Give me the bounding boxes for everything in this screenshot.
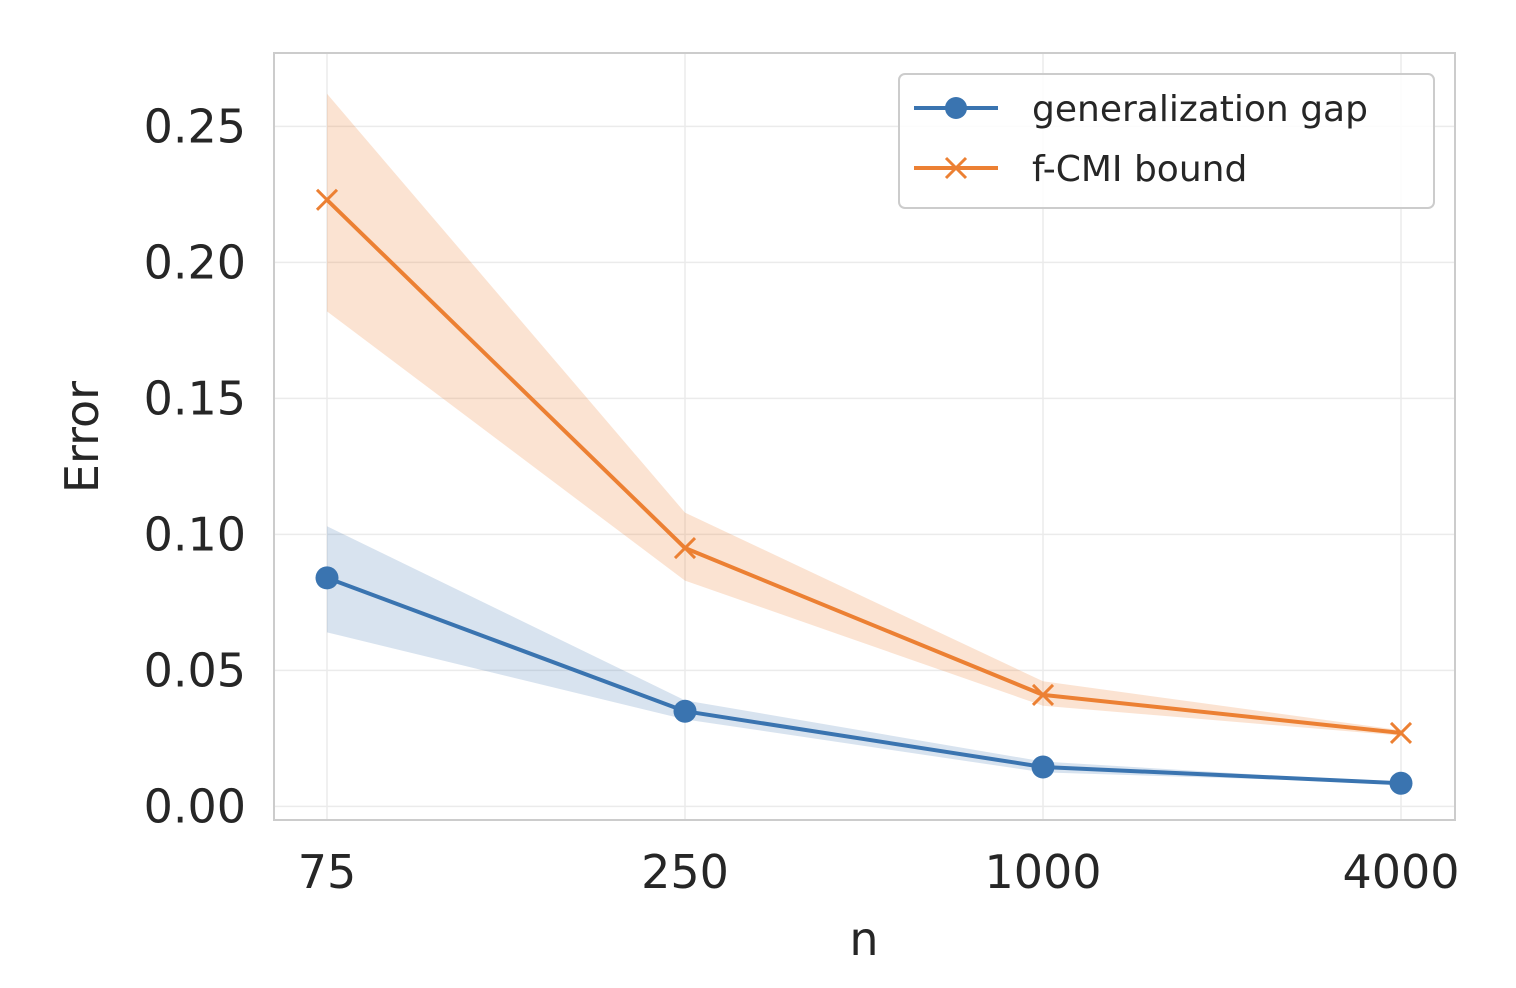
legend-marker-x xyxy=(944,156,968,180)
y-tick-label: 0.05 xyxy=(144,643,246,697)
line-generalization-gap xyxy=(326,576,1402,786)
band-generalization-gap xyxy=(327,526,1401,784)
plot-frame xyxy=(273,52,1456,821)
x-tick-labels: 75 250 1000 4000 xyxy=(298,845,1460,899)
band-f-cmi-bound xyxy=(327,93,1401,736)
y-tick-label: 0.15 xyxy=(144,371,246,425)
legend-label-generalization-gap: generalization gap xyxy=(1032,89,1368,130)
series-markers xyxy=(315,188,1413,795)
x-axis-label: n xyxy=(849,912,878,966)
legend-label-f-cmi-bound: f-CMI bound xyxy=(1032,149,1247,190)
y-axis-label: Error xyxy=(55,381,109,493)
legend-item-generalization-gap: generalization gap xyxy=(914,89,1368,130)
point-generalization-gap xyxy=(1031,755,1055,779)
x-tick-label: 75 xyxy=(298,845,357,899)
line-f-cmi-bound xyxy=(325,198,1402,735)
point-generalization-gap xyxy=(1389,771,1413,795)
y-tick-label: 0.20 xyxy=(144,235,246,289)
legend-box xyxy=(898,73,1435,209)
point-f-cmi-bound xyxy=(1389,721,1413,745)
y-tick-label: 0.00 xyxy=(144,779,246,833)
x-tick-label: 1000 xyxy=(984,845,1101,899)
legend: generalization gap f-CMI bound xyxy=(898,73,1435,209)
legend-item-f-cmi-bound: f-CMI bound xyxy=(914,149,1247,190)
y-tick-label: 0.10 xyxy=(144,507,246,561)
confidence-bands xyxy=(327,93,1401,784)
x-tick-label: 250 xyxy=(641,845,729,899)
point-f-cmi-bound xyxy=(673,536,697,560)
point-f-cmi-bound xyxy=(315,188,339,211)
y-tick-label: 0.25 xyxy=(144,99,246,153)
y-tick-labels: 0.00 0.05 0.10 0.15 0.20 0.25 xyxy=(144,99,246,833)
x-tick-label: 4000 xyxy=(1342,845,1459,899)
point-generalization-gap xyxy=(673,699,697,723)
legend-marker-circle xyxy=(945,97,967,119)
point-generalization-gap xyxy=(315,566,339,590)
point-f-cmi-bound xyxy=(1031,683,1055,706)
series-lines xyxy=(325,198,1402,786)
